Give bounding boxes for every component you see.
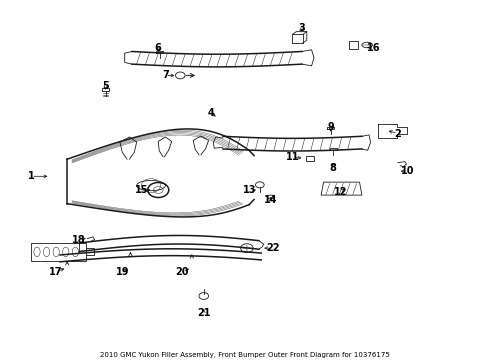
Text: 9: 9 xyxy=(326,122,333,132)
Text: 14: 14 xyxy=(264,195,277,205)
Text: 2: 2 xyxy=(394,129,401,139)
Text: 3: 3 xyxy=(298,23,305,32)
Text: 7: 7 xyxy=(162,71,168,80)
Text: 12: 12 xyxy=(333,187,346,197)
Text: 8: 8 xyxy=(329,163,336,173)
Text: 4: 4 xyxy=(207,108,214,118)
Bar xyxy=(305,156,314,161)
Text: 20: 20 xyxy=(175,267,188,277)
Text: 21: 21 xyxy=(197,308,210,318)
Text: 16: 16 xyxy=(366,43,380,53)
Text: 10: 10 xyxy=(400,166,413,176)
Text: 11: 11 xyxy=(285,153,299,162)
Text: 22: 22 xyxy=(266,243,280,253)
Text: 2010 GMC Yukon Filler Assembly, Front Bumper Outer Front Diagram for 10376175: 2010 GMC Yukon Filler Assembly, Front Bu… xyxy=(100,352,388,358)
Bar xyxy=(348,41,357,49)
Text: 5: 5 xyxy=(102,81,109,91)
Bar xyxy=(31,243,86,261)
Text: 15: 15 xyxy=(134,185,148,195)
Text: 13: 13 xyxy=(242,185,256,195)
Text: 6: 6 xyxy=(155,43,162,53)
Text: 18: 18 xyxy=(72,235,86,244)
Text: 19: 19 xyxy=(115,267,129,277)
Text: 1: 1 xyxy=(28,171,35,181)
Text: 17: 17 xyxy=(48,267,62,277)
